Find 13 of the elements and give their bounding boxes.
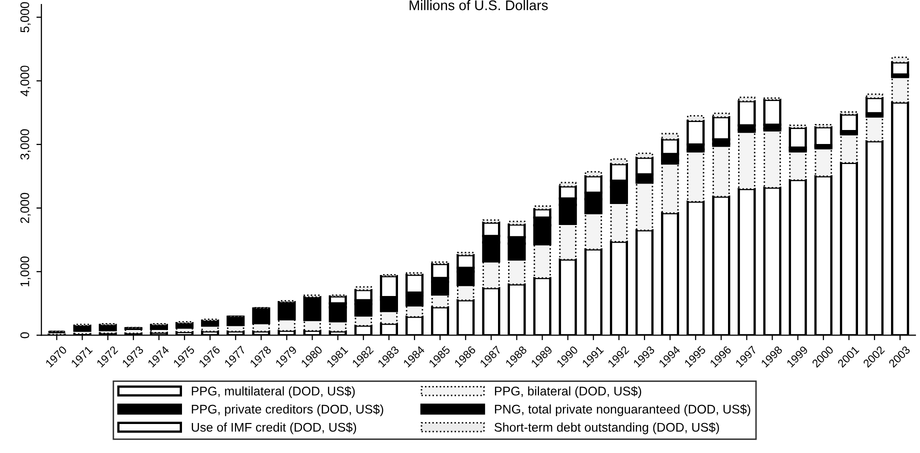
y-tick-label: 3,000 xyxy=(20,129,31,160)
y-tick-label: 2,000 xyxy=(20,192,31,224)
y-tick-label: 0 xyxy=(20,332,30,338)
legend-label: PNG, total private nonguaranteed (DOD, US$) xyxy=(494,404,750,416)
y-tick-label: 4,000 xyxy=(20,66,31,96)
legend-label: PPG, private creditors (DOD, US$) xyxy=(192,404,384,416)
legend-label: Short-term debt outstanding (DOD, US$) xyxy=(494,422,719,434)
y-tick-label: 5,000 xyxy=(20,2,31,32)
y-tick-label: 1,000 xyxy=(20,256,31,286)
chart-title: Millions of U.S. Dollars xyxy=(410,0,548,10)
legend-label: PPG, multilateral (DOD, US$) xyxy=(192,386,355,398)
legend-label: PPG, bilateral (DOD, US$) xyxy=(494,386,642,398)
legend-label: Use of IMF credit (DOD, US$) xyxy=(192,422,356,434)
